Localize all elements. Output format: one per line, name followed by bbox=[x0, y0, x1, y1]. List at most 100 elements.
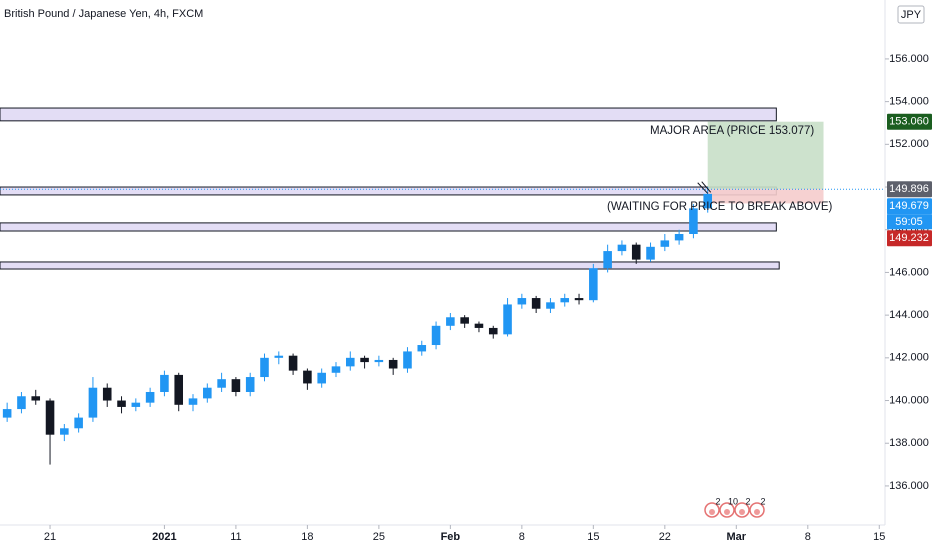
candle-body bbox=[217, 379, 226, 388]
y-tick-label: 154.000 bbox=[889, 96, 929, 108]
candle-body bbox=[660, 240, 670, 247]
y-tick-label: 152.000 bbox=[889, 138, 929, 150]
annotation: (WAITING FOR PRICE TO BREAK ABOVE) bbox=[607, 201, 833, 213]
price-label-box bbox=[887, 198, 932, 215]
candle-body bbox=[45, 400, 55, 435]
candle-body bbox=[145, 391, 155, 403]
countdown: 59:05 bbox=[895, 216, 923, 228]
candle-body bbox=[403, 351, 412, 369]
candle-body bbox=[546, 302, 555, 309]
candle-body bbox=[74, 417, 83, 429]
y-tick-label: 138.000 bbox=[889, 437, 929, 449]
price-label: 149.896 bbox=[889, 183, 929, 195]
x-tick-label: 18 bbox=[301, 531, 313, 543]
x-tick-label: 8 bbox=[805, 531, 811, 543]
candle-body bbox=[646, 246, 655, 260]
event-count[interactable]: 10 bbox=[728, 496, 738, 506]
x-tick-label: 25 bbox=[373, 531, 385, 543]
event-icon-inner bbox=[724, 509, 730, 515]
candle-body bbox=[503, 304, 512, 335]
candle-body bbox=[17, 396, 26, 410]
x-tick-label: 11 bbox=[230, 531, 241, 543]
zone bbox=[0, 222, 777, 232]
x-tick-label: 8 bbox=[519, 531, 525, 543]
candle-body bbox=[446, 317, 455, 326]
price-label-box bbox=[887, 113, 932, 130]
x-tick-label: 2021 bbox=[152, 531, 176, 543]
candle-body bbox=[603, 251, 612, 269]
candle-body bbox=[160, 374, 169, 392]
price-label-box bbox=[887, 181, 932, 198]
chart-title: British Pound / Japanese Yen, 4h, FXCM bbox=[4, 8, 203, 20]
y-tick-label: 140.000 bbox=[889, 394, 929, 406]
price-label: 149.679 bbox=[889, 200, 929, 212]
zone bbox=[0, 186, 777, 196]
x-tick-label: 15 bbox=[873, 531, 885, 543]
x-tick-label: 21 bbox=[44, 531, 56, 543]
candle-body bbox=[345, 357, 355, 367]
candle-body bbox=[703, 193, 713, 209]
countdown-box bbox=[887, 214, 932, 230]
candle-body bbox=[60, 428, 69, 435]
event-icon-inner bbox=[739, 509, 745, 515]
candle-body bbox=[288, 355, 298, 371]
y-tick-label: 146.000 bbox=[889, 266, 929, 278]
candle-body bbox=[474, 323, 484, 328]
arrow-drawing bbox=[697, 181, 712, 194]
x-tick-label: 22 bbox=[659, 531, 671, 543]
currency-box[interactable] bbox=[897, 5, 925, 24]
candle-body bbox=[360, 357, 369, 363]
candle-body bbox=[531, 298, 541, 309]
event-icon-inner bbox=[754, 509, 760, 515]
x-tick-label: 15 bbox=[587, 531, 599, 543]
candle-body bbox=[388, 359, 398, 369]
y-tick-label: 156.000 bbox=[889, 53, 929, 65]
price-label-box bbox=[887, 230, 932, 247]
candle-body bbox=[102, 387, 112, 401]
candle-body bbox=[560, 298, 570, 303]
candle-body bbox=[117, 400, 126, 407]
candle-body bbox=[631, 244, 641, 260]
candle-body bbox=[517, 298, 527, 305]
candle-body bbox=[431, 325, 441, 346]
currency[interactable]: JPY bbox=[901, 9, 922, 21]
zone bbox=[0, 107, 777, 122]
profit-box bbox=[707, 121, 824, 190]
candle-body bbox=[589, 268, 598, 301]
candle-body bbox=[2, 409, 12, 418]
candle-body bbox=[245, 377, 255, 392]
candle-body bbox=[188, 398, 198, 405]
candle-body bbox=[374, 359, 384, 363]
candle-body bbox=[574, 298, 584, 301]
candle-body bbox=[88, 387, 98, 418]
loss-box bbox=[707, 189, 824, 204]
candle-body bbox=[31, 396, 41, 401]
candle-body bbox=[303, 370, 312, 384]
event-count[interactable]: 2 bbox=[745, 496, 750, 506]
candle-body bbox=[674, 233, 684, 241]
zone bbox=[0, 261, 780, 270]
candle-body bbox=[174, 374, 184, 405]
price-label: 153.060 bbox=[889, 116, 929, 128]
event-count[interactable]: 2 bbox=[760, 496, 765, 506]
candle-body bbox=[331, 366, 341, 373]
candle-body bbox=[260, 357, 269, 378]
candle-body bbox=[488, 327, 498, 335]
candle-body bbox=[460, 317, 469, 324]
candle-body bbox=[203, 387, 212, 399]
event-count[interactable]: 2 bbox=[715, 496, 720, 506]
candle-body bbox=[274, 355, 284, 358]
annotation: MAJOR AREA (PRICE 153.077) bbox=[650, 125, 814, 137]
event-icon-inner bbox=[709, 509, 715, 515]
y-tick-label: 144.000 bbox=[889, 309, 929, 321]
candle-body bbox=[417, 345, 427, 352]
candle-body bbox=[231, 379, 241, 392]
x-tick-label: Mar bbox=[727, 531, 747, 543]
candle-body bbox=[317, 372, 326, 384]
price-label: 149.232 bbox=[889, 232, 929, 244]
y-tick-label: 136.000 bbox=[889, 480, 929, 492]
candle-body bbox=[689, 208, 698, 234]
candle-body bbox=[617, 244, 627, 252]
